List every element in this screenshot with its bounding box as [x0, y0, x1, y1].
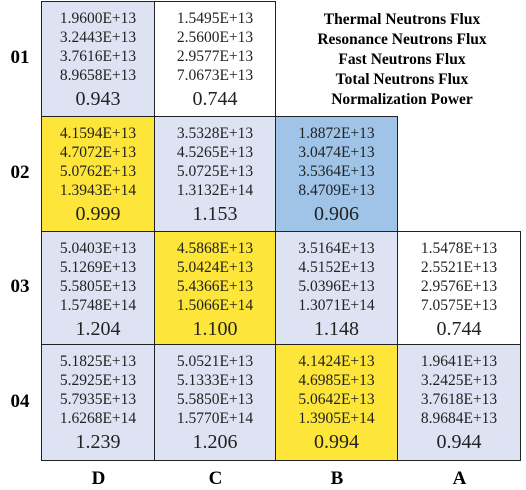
flux-value: 5.5850E+13 — [176, 391, 254, 408]
flux-value: 1.9641E+13 — [420, 353, 498, 370]
row-label: 02 — [10, 162, 30, 183]
flux-value: 1.9600E+13 — [59, 10, 137, 27]
row-label: 01 — [10, 47, 30, 68]
assembly-cell: 3.5164E+13 4.5152E+13 5.0396E+13 1.3071E+14… — [275, 231, 398, 345]
flux-value: 2.9577E+13 — [176, 48, 254, 65]
legend-line: Fast Neutrons Flux — [338, 51, 466, 68]
flux-value: 7.0673E+13 — [176, 67, 254, 84]
flux-value: 3.2425E+13 — [420, 372, 498, 389]
assembly-cell: 3.5328E+13 4.5265E+13 5.0725E+13 1.3132E+14… — [154, 116, 276, 232]
assembly-cell: 1.5495E+13 2.5600E+13 2.9577E+13 7.0673E+13… — [154, 1, 276, 117]
assembly-cell: 1.9600E+13 3.2443E+13 3.7616E+13 8.9658E+13… — [41, 1, 155, 117]
assembly-cell: 1.9641E+13 3.2425E+13 3.7618E+13 8.9684E+13… — [397, 344, 521, 461]
assembly-cell: 1.8872E+13 3.0474E+13 3.5364E+13 8.4709E+13… — [275, 116, 398, 232]
flux-value: 3.2443E+13 — [59, 29, 137, 46]
power-value: 0.744 — [436, 318, 482, 340]
flux-value: 1.5495E+13 — [176, 10, 254, 27]
flux-value: 2.5600E+13 — [176, 29, 254, 46]
flux-value: 3.5164E+13 — [298, 240, 375, 257]
flux-value: 3.0474E+13 — [298, 144, 375, 161]
flux-value: 4.5152E+13 — [298, 259, 375, 276]
power-value: 0.999 — [75, 203, 121, 225]
flux-value: 4.1594E+13 — [59, 125, 137, 142]
assembly-cell: 4.5868E+13 5.0424E+13 5.4366E+13 1.5066E+14… — [154, 231, 276, 345]
power-value: 1.148 — [314, 318, 359, 340]
flux-value: 2.5521E+13 — [420, 259, 498, 276]
flux-value: 1.3905E+14 — [298, 410, 375, 427]
assembly-cell: 1.5478E+13 2.5521E+13 2.9576E+13 7.0575E+13… — [397, 231, 521, 345]
flux-value: 4.7072E+13 — [59, 144, 137, 161]
power-value: 1.100 — [192, 318, 238, 340]
flux-value: 5.0403E+13 — [59, 240, 137, 257]
flux-value: 5.4366E+13 — [176, 278, 254, 295]
flux-value: 8.9658E+13 — [59, 67, 137, 84]
power-value: 0.944 — [436, 431, 482, 453]
flux-value: 1.6268E+14 — [59, 410, 137, 427]
power-value: 0.906 — [314, 203, 359, 225]
flux-value: 5.0396E+13 — [298, 278, 375, 295]
flux-value: 1.3132E+14 — [176, 182, 254, 199]
assembly-cell: 5.0403E+13 5.1269E+13 5.5805E+13 1.5748E+14… — [41, 231, 155, 345]
flux-value: 5.0642E+13 — [298, 391, 375, 408]
flux-value: 8.9684E+13 — [420, 410, 498, 427]
legend-line: Normalization Power — [331, 91, 473, 108]
column-label: C — [208, 468, 223, 489]
flux-value: 5.0725E+13 — [176, 163, 254, 180]
flux-value: 1.5066E+14 — [176, 297, 254, 314]
flux-value: 5.0424E+13 — [176, 259, 254, 276]
row-label: 04 — [10, 390, 30, 412]
flux-value: 1.3943E+14 — [59, 182, 137, 199]
flux-value: 5.1825E+13 — [59, 353, 137, 370]
flux-value: 5.7935E+13 — [59, 391, 137, 408]
flux-value: 4.5265E+13 — [176, 144, 254, 161]
power-value: 1.206 — [192, 431, 238, 453]
flux-value: 4.1424E+13 — [298, 353, 375, 370]
flux-value: 3.5364E+13 — [298, 163, 375, 180]
flux-value: 1.5748E+14 — [59, 297, 137, 314]
flux-value: 5.0762E+13 — [59, 163, 137, 180]
flux-value: 2.9576E+13 — [420, 278, 498, 295]
flux-value: 3.7618E+13 — [420, 391, 498, 408]
column-label: D — [91, 468, 106, 489]
flux-value: 5.1269E+13 — [59, 259, 137, 276]
power-value: 1.153 — [192, 203, 238, 225]
column-label: B — [330, 468, 344, 489]
legend-line: Total Neutrons Flux — [335, 71, 469, 88]
flux-value: 5.2925E+13 — [59, 372, 137, 389]
power-value: 0.943 — [75, 88, 121, 110]
flux-value: 1.8872E+13 — [298, 125, 375, 142]
flux-value: 5.0521E+13 — [176, 353, 254, 370]
legend-line: Resonance Neutrons Flux — [317, 31, 487, 48]
flux-value: 4.6985E+13 — [298, 372, 375, 389]
power-value: 1.204 — [75, 318, 121, 340]
legend-line: Thermal Neutrons Flux — [323, 11, 481, 28]
flux-value: 5.5805E+13 — [59, 278, 137, 295]
flux-value: 1.5770E+14 — [176, 410, 254, 427]
assembly-cell: 5.1825E+13 5.2925E+13 5.7935E+13 1.6268E+14… — [41, 344, 155, 461]
legend: Thermal Neutrons Flux Resonance Neutrons … — [282, 10, 522, 110]
power-value: 0.994 — [314, 431, 359, 453]
column-label: A — [452, 468, 467, 489]
row-label: 03 — [10, 276, 30, 297]
flux-value: 3.5328E+13 — [176, 125, 254, 142]
flux-value: 8.4709E+13 — [298, 182, 375, 199]
power-value: 0.744 — [192, 88, 238, 110]
power-value: 1.239 — [75, 431, 121, 453]
flux-value: 5.1333E+13 — [176, 372, 254, 389]
flux-value: 7.0575E+13 — [420, 297, 498, 314]
assembly-cell: 5.0521E+13 5.1333E+13 5.5850E+13 1.5770E+14… — [154, 344, 276, 461]
flux-value: 4.5868E+13 — [176, 240, 254, 257]
flux-value: 3.7616E+13 — [59, 48, 137, 65]
flux-value: 1.3071E+14 — [298, 297, 375, 314]
flux-value: 1.5478E+13 — [420, 240, 498, 257]
assembly-cell: 4.1594E+13 4.7072E+13 5.0762E+13 1.3943E+14… — [41, 116, 155, 232]
assembly-cell: 4.1424E+13 4.6985E+13 5.0642E+13 1.3905E+14… — [275, 344, 398, 461]
